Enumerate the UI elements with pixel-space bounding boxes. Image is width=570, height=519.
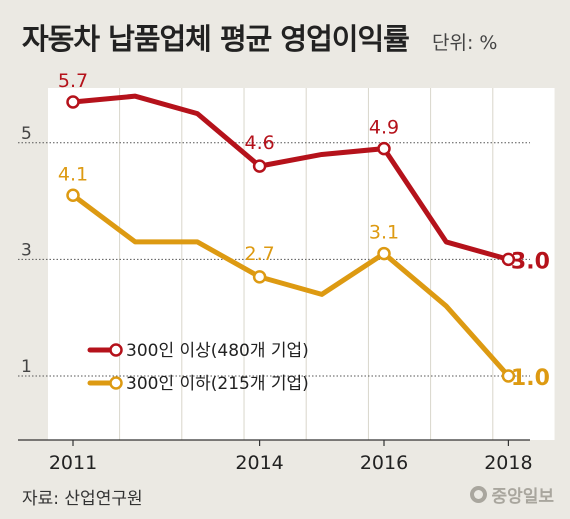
data-point: [501, 369, 516, 383]
logo-text: 중앙일보: [491, 487, 554, 507]
y-tick-label: 3: [21, 240, 32, 260]
band-white: [431, 88, 493, 440]
source-note: 자료: 산업연구원: [22, 489, 143, 509]
data-label: 4.9: [369, 117, 399, 139]
data-label: 5.7: [58, 70, 88, 92]
band-white: [48, 88, 120, 440]
data-label: 3.1: [369, 222, 399, 244]
y-tick-label: 5: [21, 124, 32, 144]
band-white: [120, 88, 182, 440]
logo-mark-icon: [470, 486, 488, 503]
band-white: [244, 88, 306, 440]
data-label: 4.1: [58, 163, 88, 185]
grid-lines: [18, 142, 530, 377]
legend-swatch-marker: [109, 376, 123, 390]
y-tick-labels: 1 3 5: [21, 124, 32, 377]
data-point: [66, 188, 80, 203]
band-gray: [119, 88, 121, 440]
series-line-1: [70, 93, 511, 262]
y-tick-label: 1: [21, 357, 32, 377]
band-gray: [492, 88, 494, 440]
series-lines: [70, 93, 511, 379]
data-label: 2.7: [244, 243, 274, 265]
series-points: [66, 95, 516, 383]
legend-label: 300인 이상(480개 기업): [126, 341, 309, 361]
data-label: 3.0: [511, 249, 550, 274]
legend: 300인 이상(480개 기업) 300인 이하(215개 기업): [87, 341, 309, 394]
legend-swatch-marker: [109, 343, 123, 357]
data-point: [377, 141, 391, 156]
data-point: [66, 95, 80, 109]
data-labels: 5.7 4.6 4.9 3.0 4.1 2.7 3.1 1.0: [58, 70, 550, 391]
data-point: [501, 252, 516, 267]
chart-title: 자동차 납품업체 평균 영업이익률: [22, 22, 410, 56]
x-tick-label: 2016: [360, 452, 408, 474]
x-tick-label: 2014: [235, 452, 283, 474]
band-white: [306, 88, 368, 440]
unit-label: 단위: %: [432, 32, 498, 54]
publisher-logo: 중앙일보: [470, 482, 554, 507]
band-gray: [243, 88, 245, 440]
data-label: 1.0: [511, 366, 550, 391]
band-gray: [305, 88, 307, 440]
data-point: [252, 159, 267, 173]
x-tick-label: 2011: [49, 452, 97, 474]
data-label: 4.6: [244, 132, 274, 154]
series-line-2: [70, 192, 511, 379]
data-point: [377, 246, 391, 261]
band-gray: [430, 88, 432, 440]
legend-label: 300인 이하(215개 기업): [126, 374, 309, 394]
x-axis: 2011 2014 2016 2018: [18, 439, 533, 474]
x-tick-label: 2018: [484, 452, 532, 474]
data-point: [252, 270, 267, 284]
band-gray: [181, 88, 183, 440]
